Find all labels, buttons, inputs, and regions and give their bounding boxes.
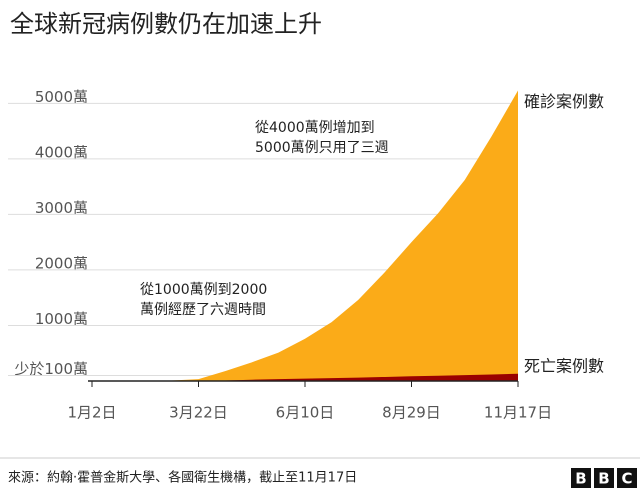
logo-letter: B <box>575 470 586 488</box>
series-label: 死亡案例數 <box>524 357 604 376</box>
annotation: 從4000萬例增加到 <box>255 120 375 136</box>
x-tick-label: 11月17日 <box>484 404 552 422</box>
logo-letter: B <box>598 470 609 488</box>
x-tick-label: 1月2日 <box>67 404 116 422</box>
y-tick-label: 2000萬 <box>35 254 88 272</box>
x-tick-label: 3月22日 <box>169 404 228 422</box>
x-tick-label: 8月29日 <box>382 404 441 422</box>
annotation: 萬例經歷了六週時間 <box>140 302 266 318</box>
chart-title: 全球新冠病例數仍在加速上升 <box>10 10 322 38</box>
logo-letter: C <box>621 470 632 488</box>
y-tick-label: 少於100萬 <box>14 360 88 378</box>
area <box>92 373 518 381</box>
annotation: 5000萬例只用了三週 <box>255 140 389 156</box>
annotation: 從1000萬例到2000 <box>140 282 267 298</box>
source: 來源：約翰·霍普金斯大學、各國衛生機構，截止至11月17日 <box>8 470 357 486</box>
logo-box <box>571 468 591 488</box>
x-tick-label: 6月10日 <box>276 404 335 422</box>
y-tick-label: 4000萬 <box>35 143 88 161</box>
series-label: 確診案例數 <box>524 92 604 111</box>
area <box>92 90 518 381</box>
y-tick-label: 1000萬 <box>35 310 88 328</box>
logo-box <box>594 468 614 488</box>
y-tick-label: 3000萬 <box>35 199 88 217</box>
y-tick-label: 5000萬 <box>35 88 88 106</box>
logo-box <box>617 468 637 488</box>
